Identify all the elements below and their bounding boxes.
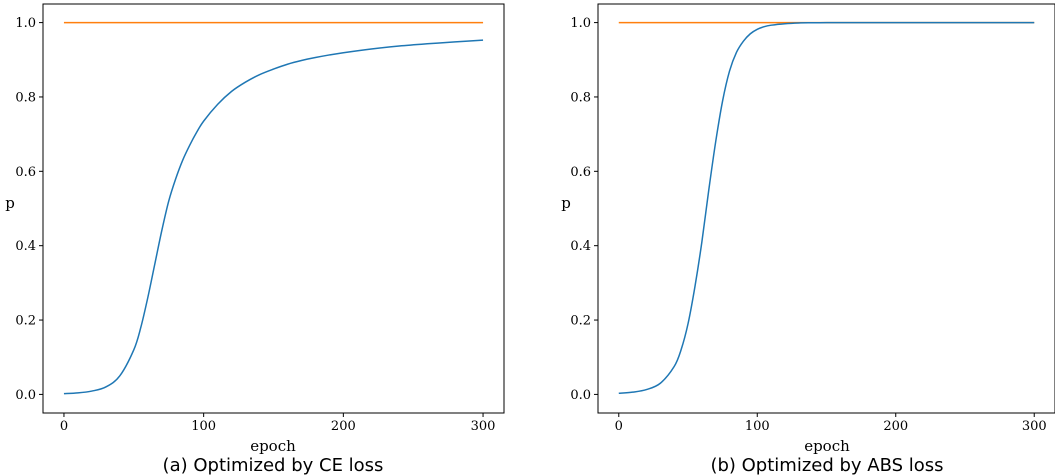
x-tick-label: 300 [1022,419,1047,434]
ticks-group: 0 100 200 300 0.0 0.2 0.4 0.6 0.8 1.0 [15,16,495,434]
caption: (a) Optimized by CE loss [163,455,384,476]
y-tick-label: 0.6 [15,165,36,180]
x-tick-label: 100 [745,419,770,434]
y-tick-label: 0.0 [15,388,36,403]
y-tick-label: 0.8 [570,90,591,105]
subplot-b: 0 100 200 300 0.0 0.2 0.4 0.6 0.8 1.0 epoch p (b)… [561,3,1055,476]
x-tick-label: 100 [191,419,216,434]
plot-frame [597,3,1055,414]
caption: (b) Optimized by ABS loss [710,455,943,476]
y-tick-label: 0.8 [15,90,36,105]
y-tick-label: 1.0 [15,16,36,31]
series-group [63,21,484,395]
series-line-blue [63,39,484,395]
series-group [618,21,1035,395]
x-tick-label: 200 [331,419,356,434]
y-tick-label: 0.6 [570,165,591,180]
x-tick-label: 200 [883,419,908,434]
subplot-a: 0 100 200 300 0.0 0.2 0.4 0.6 0.8 1.0 epoch p (a)… [5,3,505,476]
y-axis-label: p [5,194,15,212]
x-axis-label: epoch [250,437,296,455]
series-line-blue [618,21,1035,395]
y-tick-label: 0.4 [15,239,36,254]
y-tick-label: 0.0 [570,388,591,403]
x-tick-label: 0 [615,419,623,434]
y-tick-label: 0.2 [570,314,591,329]
x-tick-label: 300 [471,419,496,434]
y-tick-label: 0.2 [15,314,36,329]
x-axis-label: epoch [804,437,850,455]
y-axis-label: p [561,194,571,212]
plot-frame [42,3,505,414]
x-tick-label: 0 [60,419,68,434]
ticks-group: 0 100 200 300 0.0 0.2 0.4 0.6 0.8 1.0 [570,16,1046,434]
y-tick-label: 0.4 [570,239,591,254]
y-tick-label: 1.0 [570,16,591,31]
